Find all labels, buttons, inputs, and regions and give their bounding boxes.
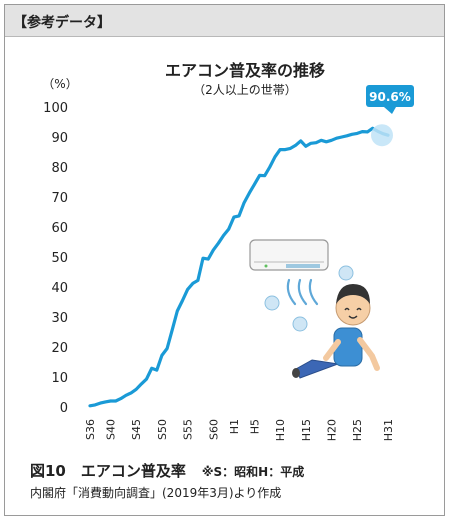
- latest-point-highlight: [371, 124, 393, 147]
- data-point: [99, 401, 102, 405]
- relaxing-person-icon: [292, 284, 380, 379]
- x-tick-label: H5: [248, 419, 261, 434]
- data-point: [320, 139, 323, 142]
- data-point: [155, 368, 158, 372]
- data-point: [248, 191, 251, 195]
- data-point: [88, 404, 92, 407]
- data-point: [109, 399, 112, 403]
- data-point: [361, 130, 364, 133]
- figure-title: 図10 エアコン普及率: [30, 462, 186, 480]
- data-point: [119, 397, 123, 400]
- data-point: [335, 137, 338, 140]
- reference-header: 【参考データ】: [5, 5, 444, 37]
- data-point: [232, 215, 236, 219]
- data-point: [186, 288, 189, 291]
- y-tick-label: 70: [51, 191, 68, 206]
- callout-pointer: [384, 107, 396, 114]
- data-point: [340, 135, 343, 139]
- y-tick-label: 60: [51, 221, 68, 236]
- cool-air-icon: [286, 278, 319, 306]
- data-point: [104, 400, 107, 404]
- data-point: [222, 234, 225, 237]
- data-point: [253, 183, 256, 186]
- x-tick-label: S50: [156, 419, 169, 440]
- x-tick-label: S40: [105, 419, 118, 440]
- chart-subtitle: （2人以上の世帯）: [193, 83, 297, 97]
- data-point: [330, 139, 333, 142]
- figure-source: 内閣府「消費動向調査」(2019年3月)より作成: [30, 486, 282, 500]
- x-tick-label: H1: [228, 419, 241, 434]
- x-tick-label: H10: [274, 419, 287, 441]
- data-point: [350, 133, 354, 136]
- data-point: [114, 399, 117, 403]
- data-point: [273, 155, 277, 158]
- data-point: [366, 130, 369, 134]
- era-note: ※S：昭和H：平成: [201, 465, 305, 479]
- x-tick-label: S60: [207, 419, 220, 440]
- y-tick-label: 0: [60, 401, 68, 416]
- y-tick-label: 30: [51, 311, 68, 326]
- data-point: [299, 139, 302, 143]
- y-tick-label: 90: [51, 131, 68, 146]
- x-tick-label: H31: [382, 419, 395, 441]
- y-tick-label: 80: [51, 161, 68, 176]
- data-point: [242, 201, 246, 204]
- x-tick-label: H20: [325, 419, 338, 441]
- data-point: [176, 309, 179, 313]
- x-tick-label: S36: [84, 419, 97, 440]
- data-point: [212, 248, 215, 252]
- data-point: [325, 140, 328, 143]
- data-point: [93, 403, 97, 407]
- air-conditioner-icon: [249, 239, 329, 271]
- data-point: [314, 141, 318, 144]
- y-tick-label: 10: [51, 371, 68, 386]
- data-point: [145, 377, 148, 381]
- data-point: [356, 132, 359, 135]
- data-point: [289, 147, 292, 150]
- data-point: [237, 214, 241, 218]
- data-point: [207, 257, 210, 261]
- data-point: [284, 148, 287, 151]
- data-point: [227, 227, 230, 231]
- y-axis-unit: （%）: [42, 77, 77, 91]
- y-tick-label: 50: [51, 251, 68, 266]
- data-point: [135, 388, 138, 391]
- data-point: [150, 367, 153, 370]
- data-point: [263, 174, 266, 177]
- data-point: [160, 354, 164, 357]
- y-tick-label: 20: [51, 341, 68, 356]
- chart-title: エアコン普及率の推移: [165, 61, 325, 80]
- x-tick-label: H15: [300, 419, 313, 441]
- data-point: [181, 299, 184, 302]
- data-point: [129, 391, 133, 395]
- data-point: [191, 282, 194, 285]
- data-point: [201, 257, 205, 260]
- callout-box: [366, 85, 414, 107]
- figure-caption: 図10 エアコン普及率 ※S：昭和H：平成: [30, 460, 304, 481]
- x-tick-label: S45: [130, 419, 143, 440]
- data-point: [196, 279, 200, 282]
- data-point: [217, 242, 220, 245]
- data-point: [294, 144, 297, 147]
- data-point: [268, 165, 271, 169]
- data-point: [304, 145, 307, 148]
- data-point: [165, 347, 169, 350]
- x-tick-label: S55: [182, 419, 195, 440]
- callout-label: 90.6%: [369, 90, 411, 104]
- y-tick-label: 100: [43, 101, 68, 116]
- x-tick-label: H25: [351, 419, 364, 441]
- data-point: [345, 134, 349, 137]
- data-point: [140, 382, 143, 386]
- data-point: [309, 142, 313, 145]
- data-point: [171, 328, 174, 332]
- y-tick-label: 40: [51, 281, 68, 296]
- data-point: [124, 394, 128, 397]
- data-point: [278, 148, 282, 151]
- reference-label: 【参考データ】: [13, 15, 111, 31]
- data-point: [258, 174, 261, 177]
- cloud-puff-icon: [264, 265, 354, 332]
